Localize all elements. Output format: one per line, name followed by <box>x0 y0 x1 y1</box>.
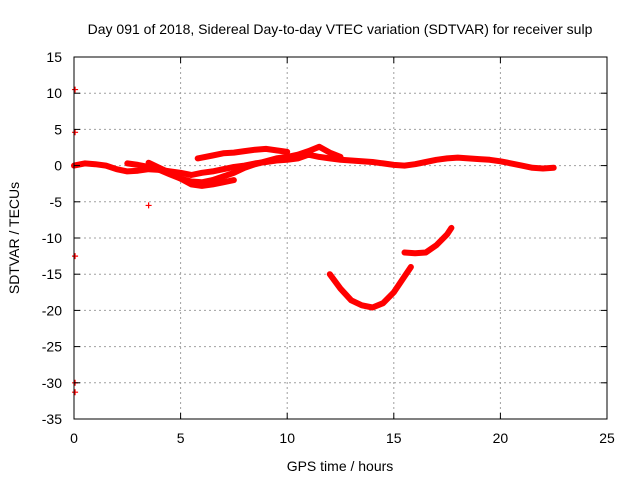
x-tick-label: 0 <box>70 430 78 446</box>
data-point <box>72 129 79 136</box>
data-track <box>326 264 414 311</box>
y-tick-label: -25 <box>42 339 62 355</box>
y-tick-label: 15 <box>46 49 62 65</box>
data-points <box>71 86 557 396</box>
data-point <box>72 253 79 260</box>
y-tick-label: 0 <box>54 158 62 174</box>
y-tick-label: -20 <box>42 302 62 318</box>
y-tick-label: -5 <box>50 194 63 210</box>
y-axis-label: SDTVAR / TECUs <box>6 182 22 294</box>
x-tick-label: 25 <box>599 430 615 446</box>
data-track <box>401 224 455 257</box>
data-point <box>72 86 79 93</box>
y-tick-label: -35 <box>42 411 62 427</box>
x-tick-label: 20 <box>493 430 509 446</box>
x-axis-label: GPS time / hours <box>287 458 394 474</box>
y-tick-label: 10 <box>46 85 62 101</box>
grid-lines <box>74 57 607 419</box>
x-tick-label: 15 <box>386 430 402 446</box>
chart-title: Day 091 of 2018, Sidereal Day-to-day VTE… <box>88 21 593 37</box>
x-tick-label: 10 <box>279 430 295 446</box>
x-tick-label: 5 <box>177 430 185 446</box>
y-ticks: 15 10 5 0 -5 -10 -15 -20 -25 -30 -35 <box>42 49 607 427</box>
x-ticks: 0 5 10 15 20 25 <box>70 57 615 446</box>
y-tick-label: -30 <box>42 375 62 391</box>
data-point <box>145 202 152 209</box>
data-track <box>194 145 291 162</box>
data-track <box>145 159 237 189</box>
y-tick-label: -10 <box>42 230 62 246</box>
y-tick-label: 5 <box>54 121 62 137</box>
y-tick-label: -15 <box>42 266 62 282</box>
data-point <box>72 389 79 396</box>
